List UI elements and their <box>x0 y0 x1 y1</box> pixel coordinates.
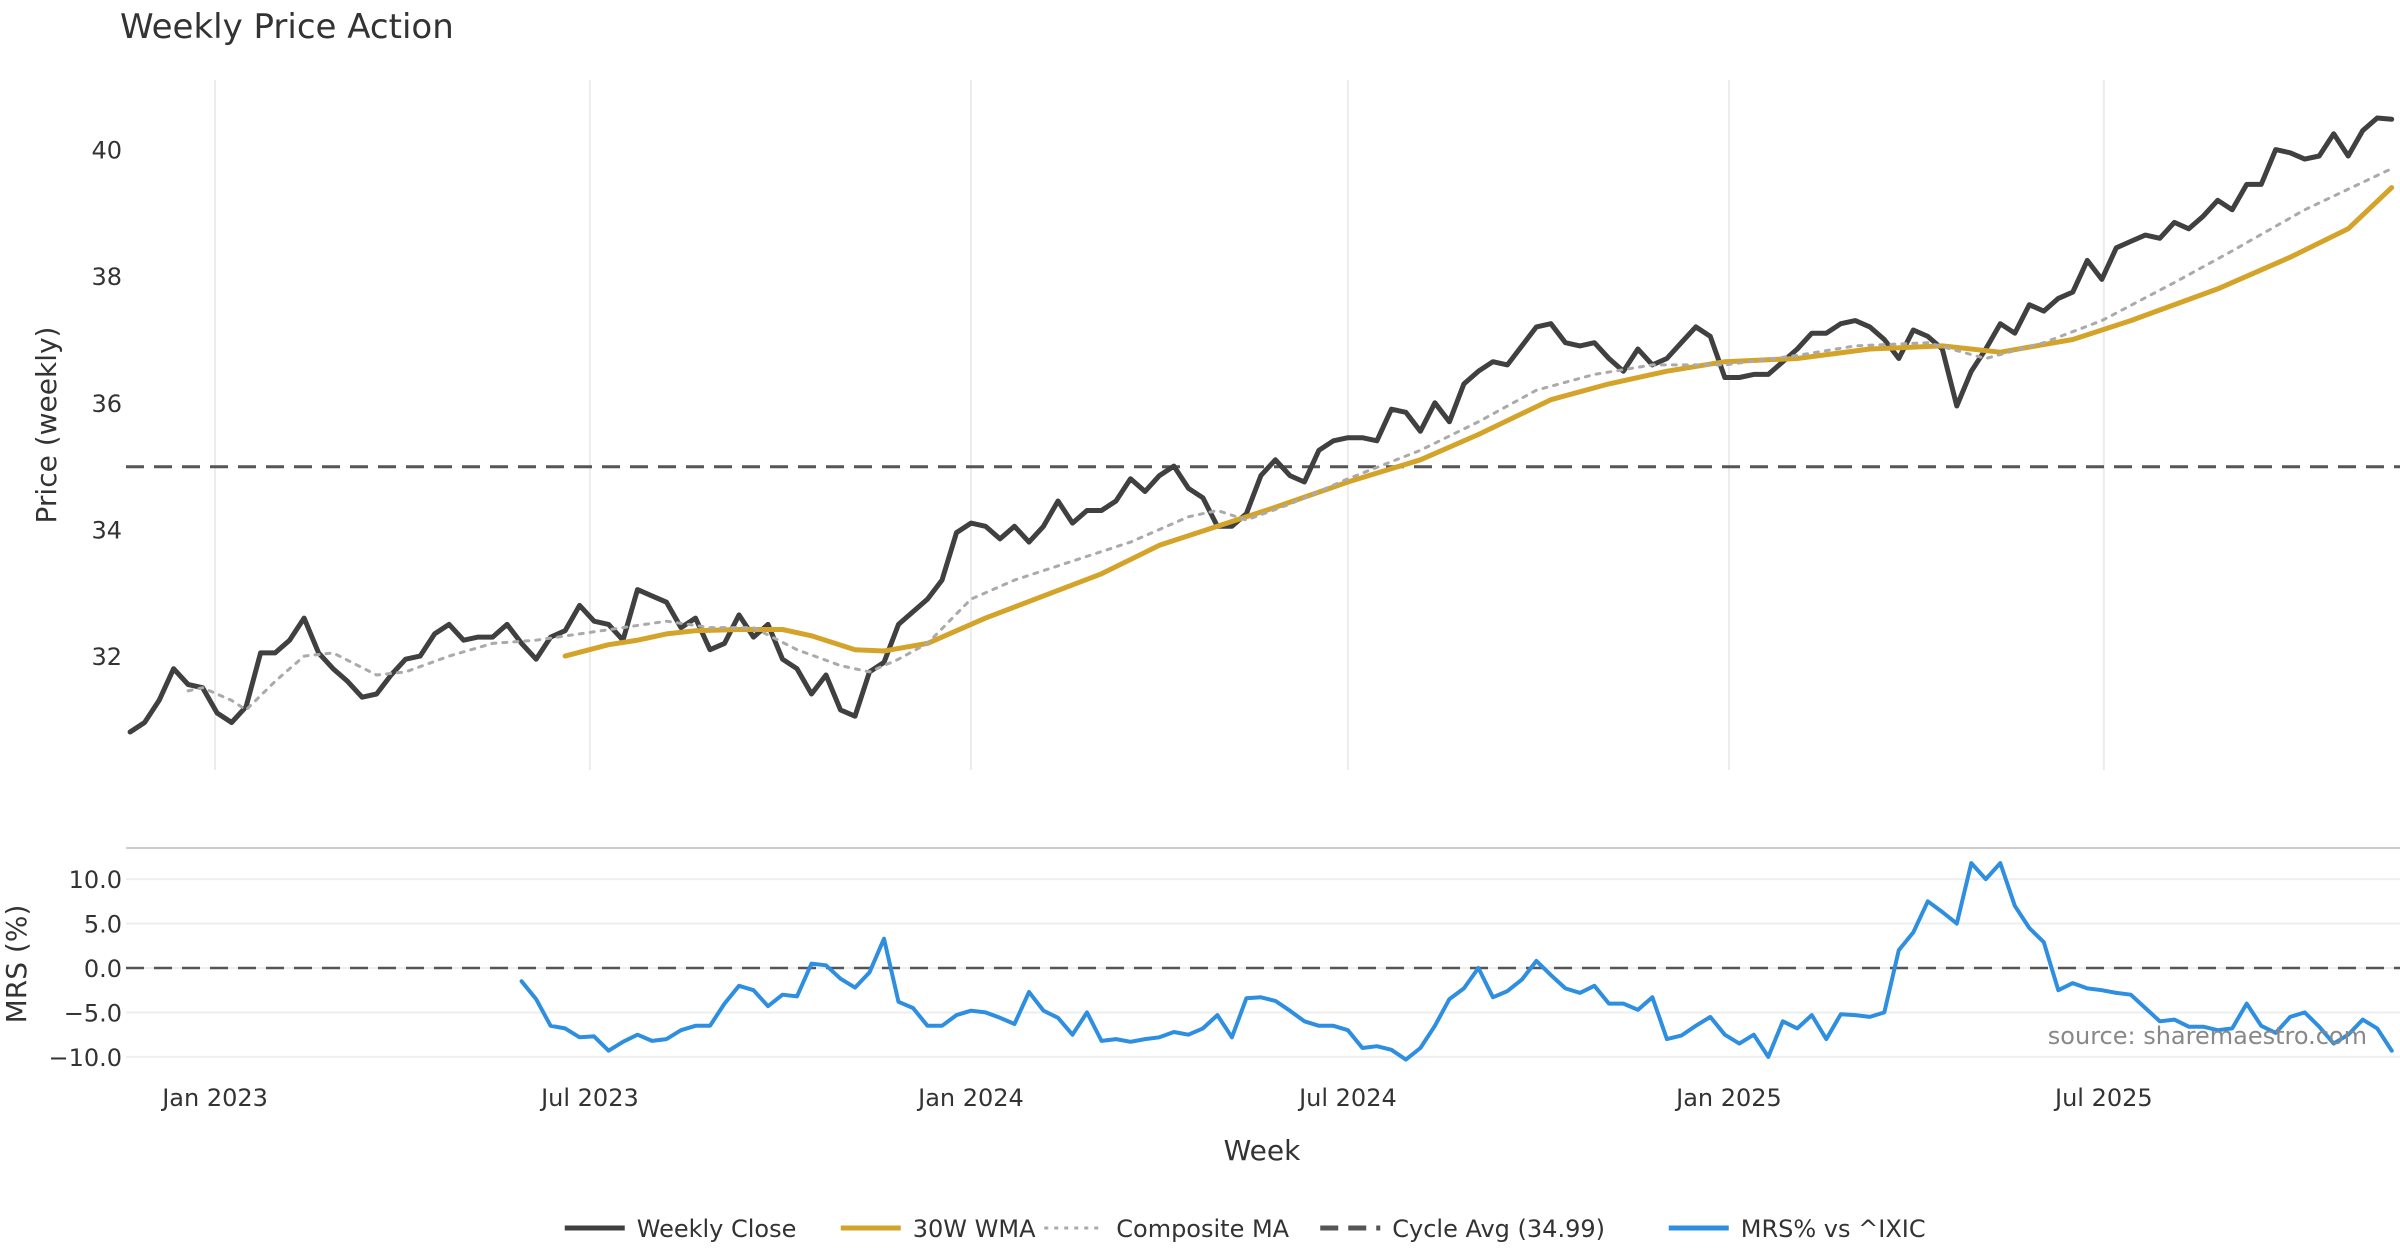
top-y-tick-label: 36 <box>91 390 122 418</box>
series-composite-ma-line <box>186 167 2394 712</box>
legend-label: Weekly Close <box>637 1215 797 1243</box>
x-tick-label: Jul 2023 <box>539 1084 639 1112</box>
x-tick-label: Jan 2023 <box>160 1084 268 1112</box>
legend-item: 30W WMA <box>840 1215 1036 1243</box>
legend-label: MRS% vs ^IXIC <box>1741 1215 1926 1243</box>
legend-item: MRS% vs ^IXIC <box>1668 1215 1926 1243</box>
bottom-y-tick-label: 10.0 <box>69 866 122 894</box>
bottom-y-axis-label: MRS (%) <box>0 905 33 1024</box>
x-axis-label: Week <box>1224 1134 1301 1167</box>
bottom-y-tick-label: −10.0 <box>48 1044 122 1072</box>
top-y-tick-label: 34 <box>91 516 122 544</box>
x-tick-label: Jan 2025 <box>1674 1084 1782 1112</box>
series-weekly-close-line <box>127 115 2395 735</box>
chart-title: Weekly Price Action <box>120 7 454 47</box>
top-y-tick-label: 38 <box>91 263 122 291</box>
bottom-y-tick-label: 0.0 <box>84 955 122 983</box>
top-y-tick-label: 40 <box>91 137 122 165</box>
x-tick-label: Jul 2024 <box>1297 1084 1397 1112</box>
source-annotation: source: sharemaestro.com <box>2048 1022 2367 1050</box>
series-30w-wma-line <box>562 185 2395 659</box>
legend-item: Cycle Avg (34.99) <box>1320 1215 1605 1243</box>
legend-label: 30W WMA <box>913 1215 1036 1243</box>
legend-label: Cycle Avg (34.99) <box>1392 1215 1605 1243</box>
top-y-tick-label: 32 <box>91 643 122 671</box>
top-y-axis-label: Price (weekly) <box>30 327 63 524</box>
legend-label: Composite MA <box>1116 1215 1289 1243</box>
x-tick-label: Jul 2025 <box>2053 1084 2153 1112</box>
bottom-y-tick-label: −5.0 <box>64 999 122 1027</box>
bottom-y-tick-label: 5.0 <box>84 911 122 939</box>
legend-item: Composite MA <box>1044 1215 1290 1243</box>
x-tick-label: Jan 2024 <box>916 1084 1024 1112</box>
legend-item: Weekly Close <box>564 1215 797 1243</box>
series-mrs-vs-ixic-line <box>519 861 2394 1062</box>
